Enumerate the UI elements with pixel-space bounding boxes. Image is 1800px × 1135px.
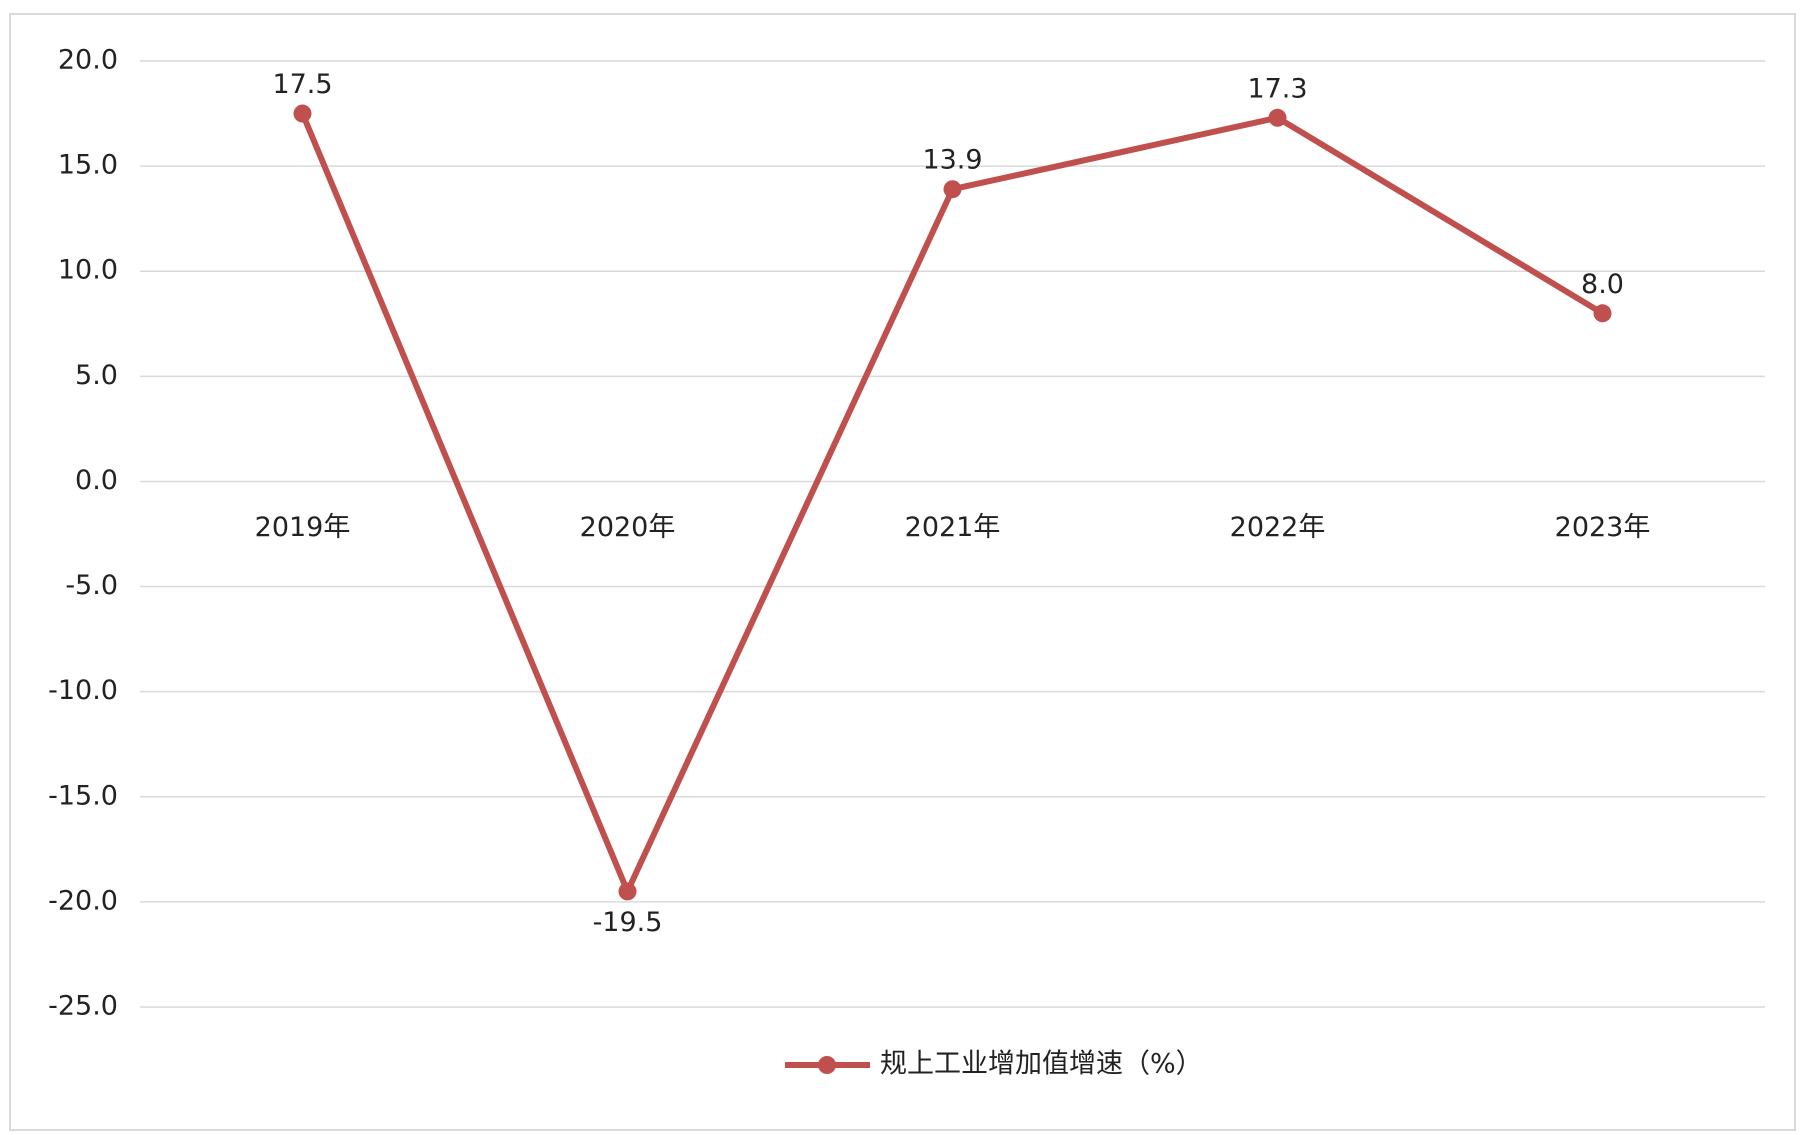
point (293, 104, 312, 123)
x-tick-label: 2021年 (905, 512, 1001, 543)
data-label: 17.5 (272, 69, 332, 100)
y-tick-label: -5.0 (65, 570, 118, 601)
legend-label: 规上工业增加值增速（%） (880, 1049, 1203, 1080)
y-tick-label: -10.0 (48, 675, 118, 706)
y-tick-label: 15.0 (58, 150, 118, 181)
point (1593, 304, 1612, 323)
point (1268, 108, 1287, 127)
x-tick-label: 2019年 (255, 512, 351, 543)
y-tick-label: 20.0 (58, 45, 118, 76)
point (943, 180, 962, 199)
y-tick-label: -25.0 (48, 991, 118, 1022)
y-tick-label: -15.0 (48, 780, 118, 811)
y-tick-label: 0.0 (75, 465, 118, 496)
data-label: 13.9 (922, 145, 982, 176)
data-label: 8.0 (1581, 269, 1624, 300)
y-tick-label: 10.0 (58, 255, 118, 286)
legend-marker (818, 1056, 836, 1074)
y-tick-label: 5.0 (75, 360, 118, 391)
point (618, 882, 637, 901)
data-label: -19.5 (593, 907, 663, 938)
x-tick-label: 2020年 (580, 512, 676, 543)
y-tick-label: -20.0 (48, 885, 118, 916)
chart-border (9, 13, 1796, 1131)
data-label: 17.3 (1247, 73, 1307, 104)
x-tick-label: 2023年 (1555, 512, 1651, 543)
x-tick-label: 2022年 (1230, 512, 1326, 543)
